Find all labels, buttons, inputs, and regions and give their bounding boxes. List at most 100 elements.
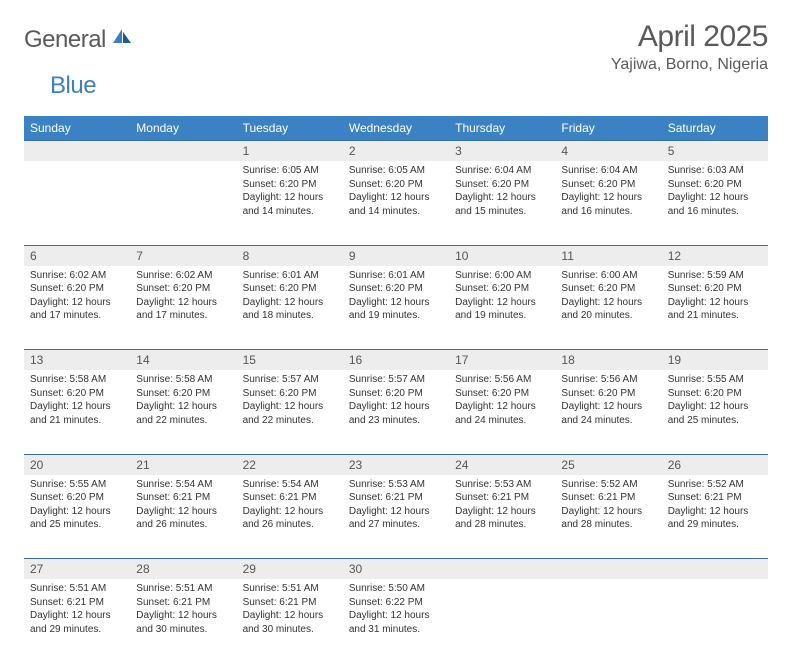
daylight-text: Daylight: 12 hours and 19 minutes. xyxy=(349,296,443,323)
daynum-cell: 18 xyxy=(555,350,661,371)
sunset-text: Sunset: 6:20 PM xyxy=(243,178,337,192)
sunset-text: Sunset: 6:20 PM xyxy=(668,178,762,192)
sunset-text: Sunset: 6:20 PM xyxy=(30,387,124,401)
day-number: 19 xyxy=(662,350,768,370)
day-cell: Sunrise: 5:52 AMSunset: 6:21 PMDaylight:… xyxy=(555,475,661,559)
empty-cell xyxy=(449,579,555,663)
day-content: Sunrise: 5:57 AMSunset: 6:20 PMDaylight:… xyxy=(343,370,449,433)
sunrise-text: Sunrise: 6:04 AM xyxy=(561,164,655,178)
day-cell: Sunrise: 5:54 AMSunset: 6:21 PMDaylight:… xyxy=(237,475,343,559)
sunrise-text: Sunrise: 5:54 AM xyxy=(243,478,337,492)
sunset-text: Sunset: 6:21 PM xyxy=(136,491,230,505)
day-content: Sunrise: 6:01 AMSunset: 6:20 PMDaylight:… xyxy=(343,266,449,329)
sunrise-text: Sunrise: 5:53 AM xyxy=(349,478,443,492)
sunrise-text: Sunrise: 6:03 AM xyxy=(668,164,762,178)
sunrise-text: Sunrise: 5:57 AM xyxy=(243,373,337,387)
daynum-cell: 17 xyxy=(449,350,555,371)
day-content: Sunrise: 6:00 AMSunset: 6:20 PMDaylight:… xyxy=(449,266,555,329)
daylight-text: Daylight: 12 hours and 24 minutes. xyxy=(561,400,655,427)
day-cell: Sunrise: 5:56 AMSunset: 6:20 PMDaylight:… xyxy=(555,370,661,454)
daylight-text: Daylight: 12 hours and 31 minutes. xyxy=(349,609,443,636)
day-content: Sunrise: 5:56 AMSunset: 6:20 PMDaylight:… xyxy=(555,370,661,433)
day-cell: Sunrise: 6:01 AMSunset: 6:20 PMDaylight:… xyxy=(237,266,343,350)
daynum-cell: 20 xyxy=(24,454,130,475)
empty-daynum xyxy=(130,141,236,162)
day-cell: Sunrise: 5:54 AMSunset: 6:21 PMDaylight:… xyxy=(130,475,236,559)
sunrise-text: Sunrise: 5:59 AM xyxy=(668,269,762,283)
sunset-text: Sunset: 6:20 PM xyxy=(136,387,230,401)
sunrise-text: Sunrise: 6:04 AM xyxy=(455,164,549,178)
sunset-text: Sunset: 6:20 PM xyxy=(455,282,549,296)
sunrise-text: Sunrise: 5:55 AM xyxy=(30,478,124,492)
daylight-text: Daylight: 12 hours and 14 minutes. xyxy=(349,191,443,218)
sunrise-text: Sunrise: 5:53 AM xyxy=(455,478,549,492)
day-content: Sunrise: 5:54 AMSunset: 6:21 PMDaylight:… xyxy=(237,475,343,538)
day-cell: Sunrise: 5:53 AMSunset: 6:21 PMDaylight:… xyxy=(343,475,449,559)
day-content: Sunrise: 6:05 AMSunset: 6:20 PMDaylight:… xyxy=(343,161,449,224)
daylight-text: Daylight: 12 hours and 26 minutes. xyxy=(136,505,230,532)
location: Yajiwa, Borno, Nigeria xyxy=(611,56,768,74)
day-content: Sunrise: 5:57 AMSunset: 6:20 PMDaylight:… xyxy=(237,370,343,433)
logo-text-general: General xyxy=(24,26,106,54)
daylight-text: Daylight: 12 hours and 23 minutes. xyxy=(349,400,443,427)
day-number: 10 xyxy=(449,246,555,266)
empty-daynum xyxy=(555,559,661,580)
sunset-text: Sunset: 6:20 PM xyxy=(455,178,549,192)
day-content: Sunrise: 5:51 AMSunset: 6:21 PMDaylight:… xyxy=(24,579,130,642)
day-cell: Sunrise: 5:52 AMSunset: 6:21 PMDaylight:… xyxy=(662,475,768,559)
day-content: Sunrise: 6:05 AMSunset: 6:20 PMDaylight:… xyxy=(237,161,343,224)
day-content: Sunrise: 6:04 AMSunset: 6:20 PMDaylight:… xyxy=(555,161,661,224)
daynum-row: 6789101112 xyxy=(24,245,768,266)
day-cell: Sunrise: 5:57 AMSunset: 6:20 PMDaylight:… xyxy=(237,370,343,454)
day-cell: Sunrise: 5:58 AMSunset: 6:20 PMDaylight:… xyxy=(130,370,236,454)
day-number: 1 xyxy=(237,141,343,161)
sunrise-text: Sunrise: 6:05 AM xyxy=(243,164,337,178)
day-number: 29 xyxy=(237,559,343,579)
day-cell: Sunrise: 5:57 AMSunset: 6:20 PMDaylight:… xyxy=(343,370,449,454)
daynum-cell: 21 xyxy=(130,454,236,475)
calendar-body: 12345Sunrise: 6:05 AMSunset: 6:20 PMDayl… xyxy=(24,141,768,663)
sunset-text: Sunset: 6:21 PM xyxy=(349,491,443,505)
daynum-cell: 10 xyxy=(449,245,555,266)
day-number: 30 xyxy=(343,559,449,579)
daylight-text: Daylight: 12 hours and 27 minutes. xyxy=(349,505,443,532)
sunrise-text: Sunrise: 6:02 AM xyxy=(30,269,124,283)
sunset-text: Sunset: 6:20 PM xyxy=(668,282,762,296)
sunrise-text: Sunrise: 6:01 AM xyxy=(349,269,443,283)
day-cell: Sunrise: 5:55 AMSunset: 6:20 PMDaylight:… xyxy=(662,370,768,454)
empty-cell xyxy=(662,579,768,663)
weekday-header: Sunday xyxy=(24,116,130,141)
daylight-text: Daylight: 12 hours and 30 minutes. xyxy=(136,609,230,636)
day-content: Sunrise: 6:00 AMSunset: 6:20 PMDaylight:… xyxy=(555,266,661,329)
empty-cell xyxy=(130,161,236,245)
day-number: 13 xyxy=(24,350,130,370)
daynum-cell: 14 xyxy=(130,350,236,371)
sunrise-text: Sunrise: 5:56 AM xyxy=(561,373,655,387)
sunset-text: Sunset: 6:20 PM xyxy=(243,282,337,296)
daylight-text: Daylight: 12 hours and 28 minutes. xyxy=(561,505,655,532)
daynum-cell: 16 xyxy=(343,350,449,371)
sunset-text: Sunset: 6:21 PM xyxy=(30,596,124,610)
sunset-text: Sunset: 6:20 PM xyxy=(136,282,230,296)
day-cell: Sunrise: 5:56 AMSunset: 6:20 PMDaylight:… xyxy=(449,370,555,454)
daylight-text: Daylight: 12 hours and 25 minutes. xyxy=(30,505,124,532)
daynum-cell: 5 xyxy=(662,141,768,162)
day-number: 6 xyxy=(24,246,130,266)
weekday-header: Wednesday xyxy=(343,116,449,141)
day-number: 3 xyxy=(449,141,555,161)
sunset-text: Sunset: 6:21 PM xyxy=(243,596,337,610)
header: General April 2025 Yajiwa, Borno, Nigeri… xyxy=(24,20,768,74)
day-number: 7 xyxy=(130,246,236,266)
day-number: 16 xyxy=(343,350,449,370)
day-content: Sunrise: 5:58 AMSunset: 6:20 PMDaylight:… xyxy=(130,370,236,433)
sunrise-text: Sunrise: 6:05 AM xyxy=(349,164,443,178)
daycontent-row: Sunrise: 5:58 AMSunset: 6:20 PMDaylight:… xyxy=(24,370,768,454)
day-number: 20 xyxy=(24,455,130,475)
sunset-text: Sunset: 6:20 PM xyxy=(30,282,124,296)
daynum-cell: 29 xyxy=(237,559,343,580)
day-cell: Sunrise: 6:05 AMSunset: 6:20 PMDaylight:… xyxy=(343,161,449,245)
sunrise-text: Sunrise: 5:58 AM xyxy=(30,373,124,387)
day-cell: Sunrise: 5:55 AMSunset: 6:20 PMDaylight:… xyxy=(24,475,130,559)
day-content: Sunrise: 6:02 AMSunset: 6:20 PMDaylight:… xyxy=(130,266,236,329)
sunrise-text: Sunrise: 5:51 AM xyxy=(243,582,337,596)
